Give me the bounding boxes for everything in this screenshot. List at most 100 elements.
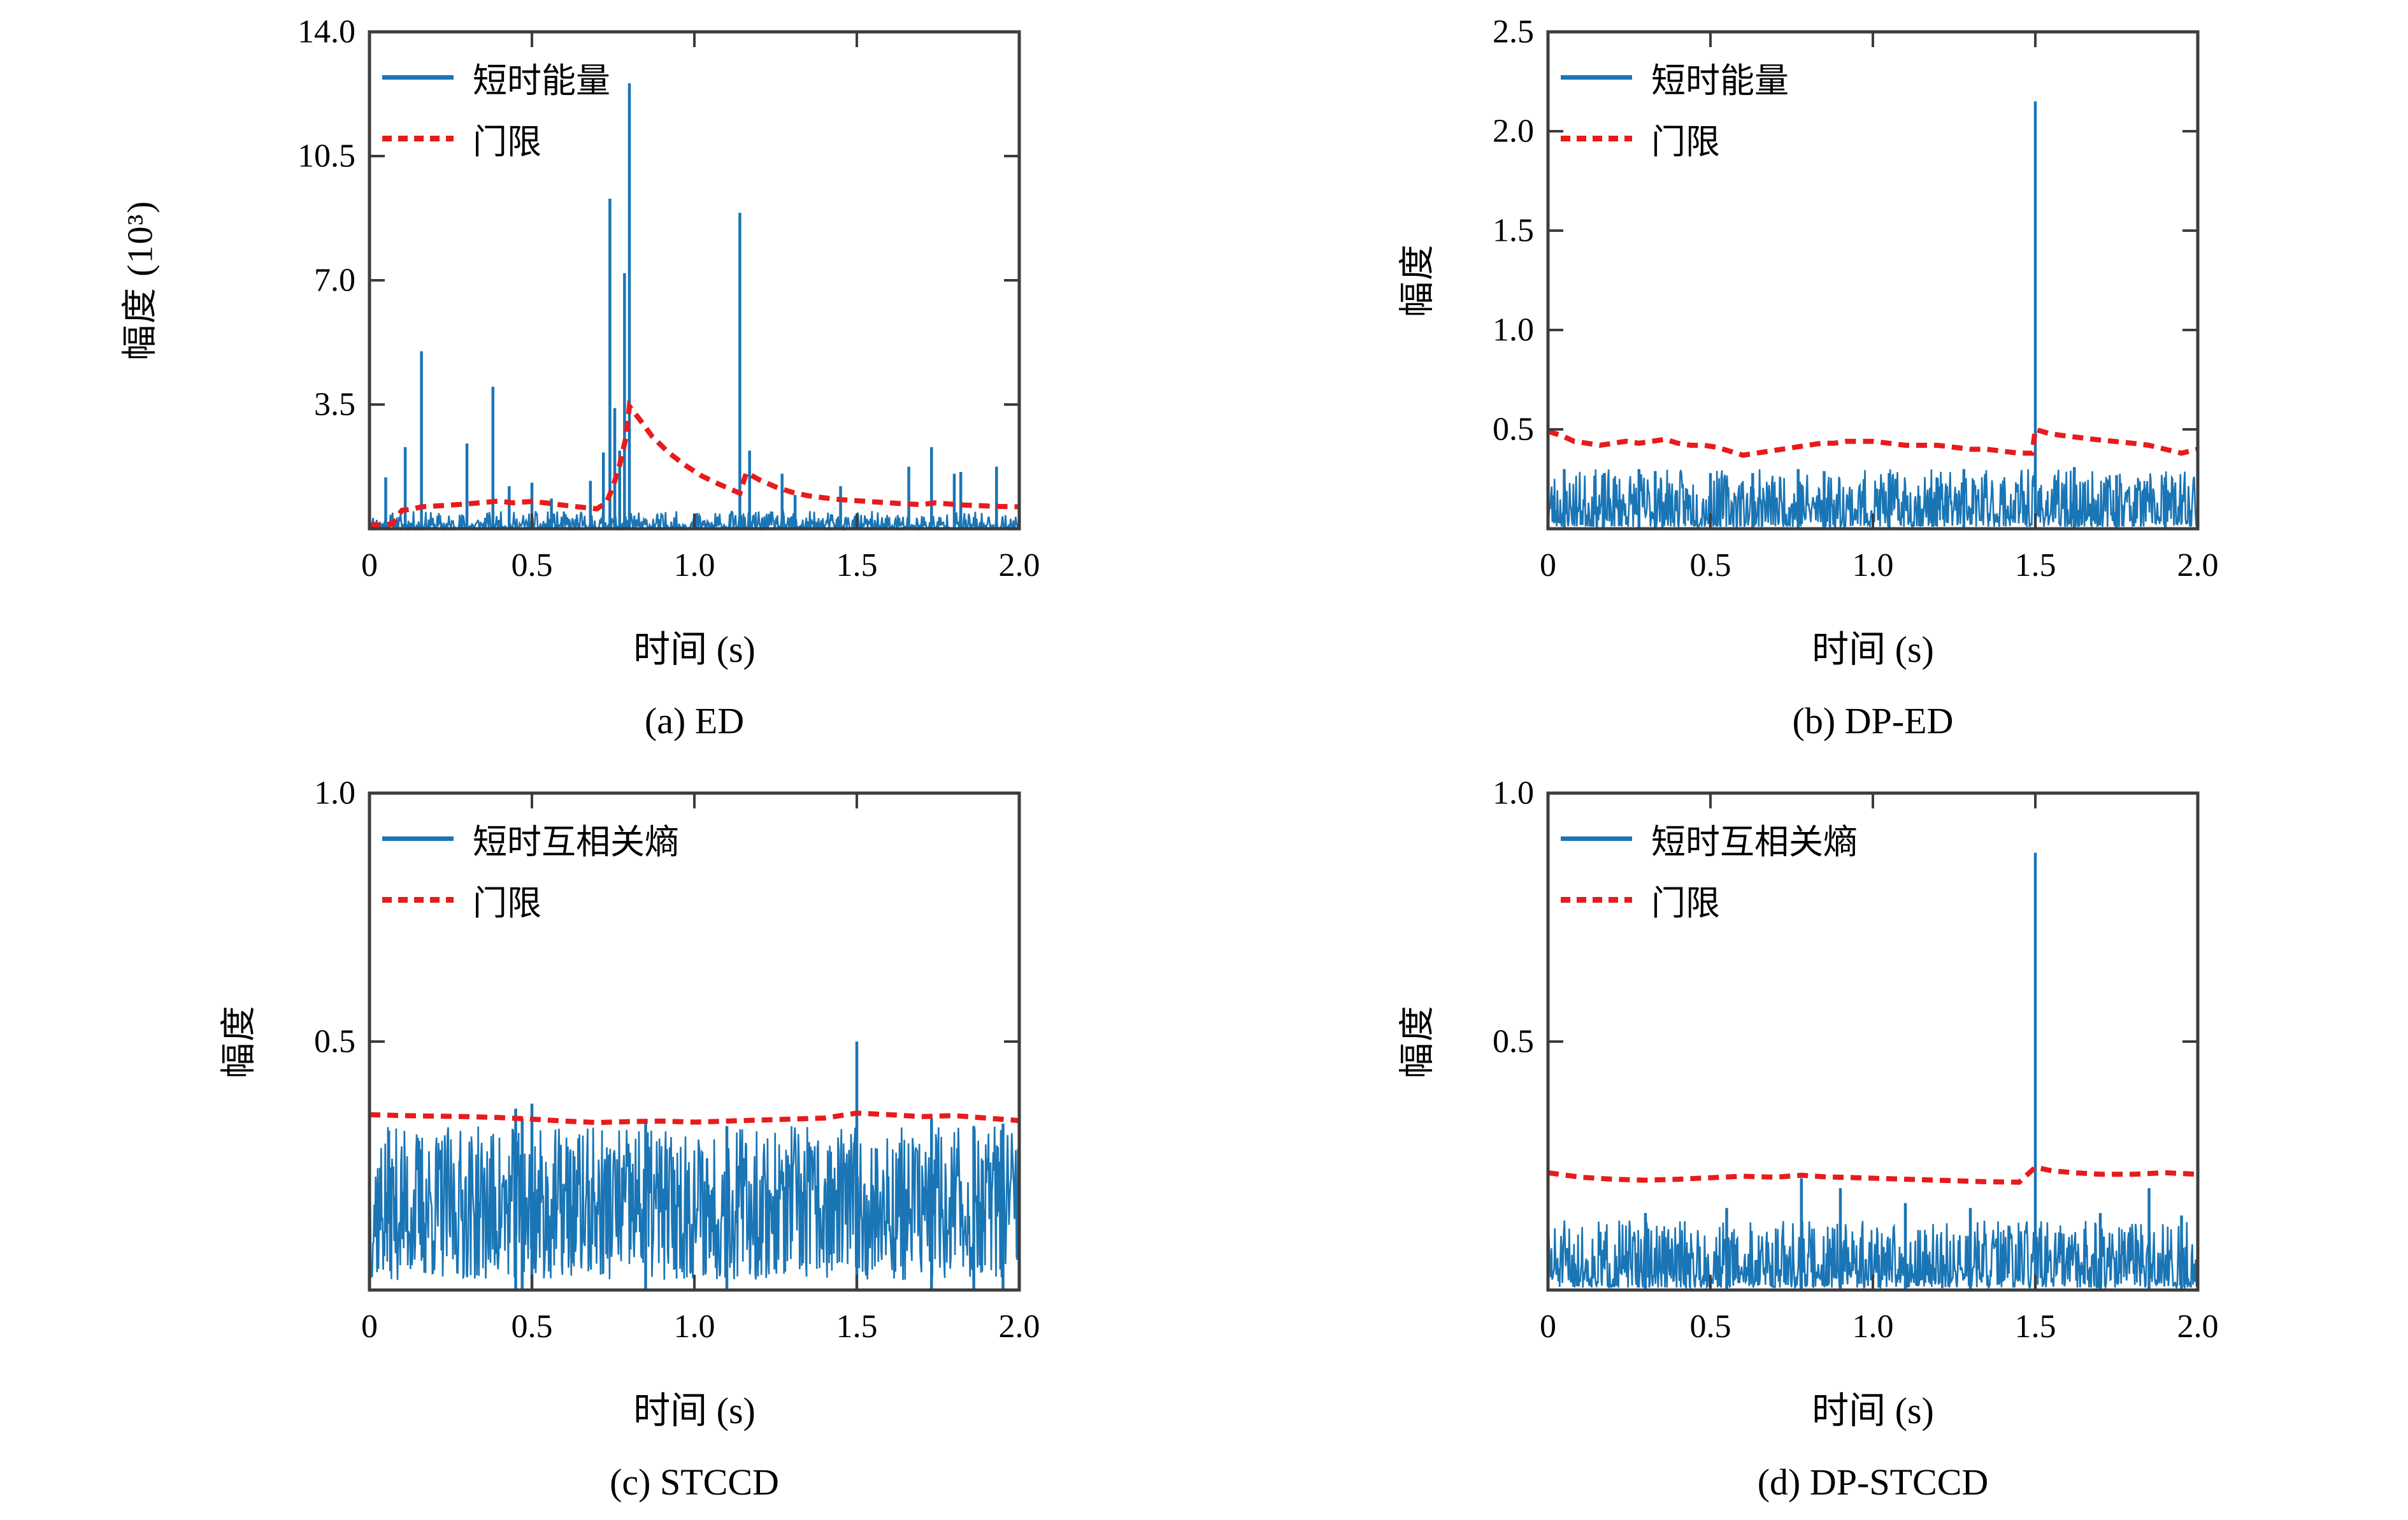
legend-item-signal: 短时互相关熵	[1561, 819, 1858, 861]
legend-label: 短时能量	[1651, 61, 1789, 100]
x-tick-label: 0.5	[512, 547, 553, 584]
y-tick-label: 1.0	[1493, 775, 1534, 812]
x-tick-label: 2.0	[2177, 547, 2219, 584]
signal-series	[368, 1042, 1021, 1289]
x-tick-label: 1.0	[674, 547, 715, 584]
panel-dp-ed: 0 0.5 1.0 1.5 2.0 0.5 1.0 1.5 2.0 2.5 幅度 短时能量 门限 …	[1204, 6, 2383, 758]
threshold-series	[1547, 426, 2198, 458]
x-tick-label: 0.5	[1690, 1308, 1731, 1345]
x-tick-label: 0.5	[512, 1308, 553, 1345]
legend-label: 短时互相关熵	[1651, 822, 1858, 861]
panel-dp-stccd: 0 0.5 1.0 1.5 2.0 0.5 1.0 幅度 短时互相关熵 门限 时间 (s) …	[1204, 768, 2383, 1519]
x-tick-label: 2.0	[999, 1308, 1040, 1345]
y-tick-label: 2.0	[1493, 113, 1534, 150]
x-tick-label: 1.5	[836, 1308, 878, 1345]
chart-root: 0 0.5 1.0 1.5 2.0 3.5 7.0 10.5 14.0	[297, 14, 1040, 584]
legend-item-signal: 短时互相关熵	[382, 819, 679, 861]
x-tick-label: 0	[1540, 547, 1556, 584]
chart-dp-ed: 0 0.5 1.0 1.5 2.0 0.5 1.0 1.5 2.0 2.5	[1493, 14, 2219, 584]
panel-ed: 0 0.5 1.0 1.5 2.0 3.5 7.0 10.5 14.0 幅度 (10³) 短时能…	[25, 6, 1204, 758]
x-tick-label: 1.5	[836, 547, 878, 584]
legend: 短时能量 门限	[382, 57, 610, 161]
y-tick-label: 2.5	[1493, 14, 1534, 50]
chart-root: 0 0.5 1.0 1.5 2.0 0.5 1.0 1.5 2.0 2.5	[1493, 14, 2219, 584]
y-tick-label: 14.0	[297, 14, 355, 50]
legend-label: 短时能量	[473, 61, 610, 100]
plot-area-stccd: 0 0.5 1.0 1.5 2.0 0.5 1.0 幅度 短时互相关熵 门限	[25, 768, 1204, 1366]
y-axis-label: 幅度	[219, 1005, 259, 1079]
x-tick-label: 1.0	[674, 1308, 715, 1345]
x-tick-label: 2.0	[999, 547, 1040, 584]
plot-area-dp-stccd: 0 0.5 1.0 1.5 2.0 0.5 1.0 幅度 短时互相关熵 门限	[1204, 768, 2383, 1366]
x-tick-label: 0.5	[1690, 547, 1731, 584]
x-tick-label: 0	[1540, 1308, 1556, 1345]
y-tick-label: 3.5	[314, 387, 355, 423]
y-tick-label: 0.5	[1493, 412, 1534, 448]
y-tick-label: 1.5	[1493, 213, 1534, 249]
legend-label: 短时互相关熵	[473, 822, 679, 861]
legend-item-threshold: 门限	[382, 880, 679, 922]
legend-label: 门限	[473, 122, 541, 161]
x-tick-label: 2.0	[2177, 1308, 2219, 1345]
axes-frame: 0 0.5 1.0 1.5 2.0 0.5 1.0	[314, 775, 1040, 1345]
threshold-line-swatch	[382, 135, 454, 141]
x-tick-label: 1.5	[2015, 547, 2056, 584]
y-tick-label: 1.0	[314, 775, 355, 812]
legend-item-signal: 短时能量	[1561, 57, 1789, 100]
legend-label: 门限	[473, 884, 541, 922]
legend: 短时能量 门限	[1561, 57, 1789, 161]
x-axis-label: 时间 (s)	[1812, 629, 1934, 670]
legend: 短时互相关熵 门限	[382, 819, 679, 922]
chart-root: 0 0.5 1.0 1.5 2.0 0.5 1.0	[1493, 775, 2219, 1345]
legend-item-signal: 短时能量	[382, 57, 610, 100]
threshold-series	[369, 399, 1020, 528]
signal-line-swatch	[1561, 75, 1632, 80]
chart-ed: 0 0.5 1.0 1.5 2.0 3.5 7.0 10.5 14.0	[297, 14, 1040, 584]
x-axis-label: 时间 (s)	[1812, 1390, 1934, 1431]
subfigure-caption: (a) ED	[644, 700, 745, 742]
y-axis-label: 幅度	[1398, 1005, 1438, 1079]
legend-label: 门限	[1651, 122, 1720, 161]
threshold-line-swatch	[1561, 896, 1632, 903]
y-axis-label: 幅度 (10³)	[120, 199, 161, 361]
threshold-series	[1547, 1164, 2198, 1185]
subfigure-caption: (b) DP-ED	[1792, 700, 1954, 742]
y-tick-label: 1.0	[1493, 312, 1534, 348]
panel-stccd: 0 0.5 1.0 1.5 2.0 0.5 1.0 幅度 短时互相关熵 门限 时间 (s) …	[25, 768, 1204, 1519]
axes-frame: 0 0.5 1.0 1.5 2.0 0.5 1.0	[1493, 775, 2219, 1345]
signal-series	[1547, 101, 2199, 530]
x-axis-label: 时间 (s)	[633, 629, 756, 670]
y-tick-label: 0.5	[314, 1024, 355, 1060]
threshold-series	[369, 1110, 1020, 1126]
legend-label: 门限	[1651, 884, 1720, 922]
threshold-line-swatch	[382, 896, 454, 903]
legend-item-threshold: 门限	[1561, 880, 1858, 922]
y-tick-label: 0.5	[1493, 1024, 1534, 1060]
y-tick-label: 10.5	[297, 138, 355, 175]
chart-dp-stccd: 0 0.5 1.0 1.5 2.0 0.5 1.0	[1493, 775, 2219, 1345]
y-tick-label: 7.0	[314, 262, 355, 299]
x-tick-label: 1.0	[1853, 547, 1894, 584]
signal-line-swatch	[1561, 836, 1632, 841]
subfigure-caption: (d) DP-STCCD	[1757, 1461, 1989, 1503]
subfigure-caption: (c) STCCD	[610, 1461, 779, 1503]
x-tick-label: 1.5	[2015, 1308, 2056, 1345]
y-axis-label: 幅度	[1398, 243, 1438, 317]
plot-area-dp-ed: 0 0.5 1.0 1.5 2.0 0.5 1.0 1.5 2.0 2.5 幅度 短时能量 门限	[1204, 6, 2383, 605]
plot-area-ed: 0 0.5 1.0 1.5 2.0 3.5 7.0 10.5 14.0 幅度 (10³) 短时能…	[25, 6, 1204, 605]
legend-item-threshold: 门限	[1561, 118, 1789, 161]
x-tick-label: 0	[361, 547, 378, 584]
x-axis-label: 时间 (s)	[633, 1390, 756, 1431]
chart-stccd: 0 0.5 1.0 1.5 2.0 0.5 1.0	[314, 775, 1040, 1345]
axes-frame: 0 0.5 1.0 1.5 2.0 0.5 1.0 1.5 2.0 2.5	[1493, 14, 2219, 584]
threshold-line-swatch	[1561, 135, 1632, 141]
legend: 短时互相关熵 门限	[1561, 819, 1858, 922]
x-tick-label: 0	[361, 1308, 378, 1345]
x-tick-label: 1.0	[1853, 1308, 1894, 1345]
legend-item-threshold: 门限	[382, 118, 610, 161]
chart-root: 0 0.5 1.0 1.5 2.0 0.5 1.0	[314, 775, 1040, 1345]
axes-frame: 0 0.5 1.0 1.5 2.0 3.5 7.0 10.5 14.0	[297, 14, 1040, 584]
signal-line-swatch	[382, 836, 454, 841]
signal-line-swatch	[382, 75, 454, 80]
